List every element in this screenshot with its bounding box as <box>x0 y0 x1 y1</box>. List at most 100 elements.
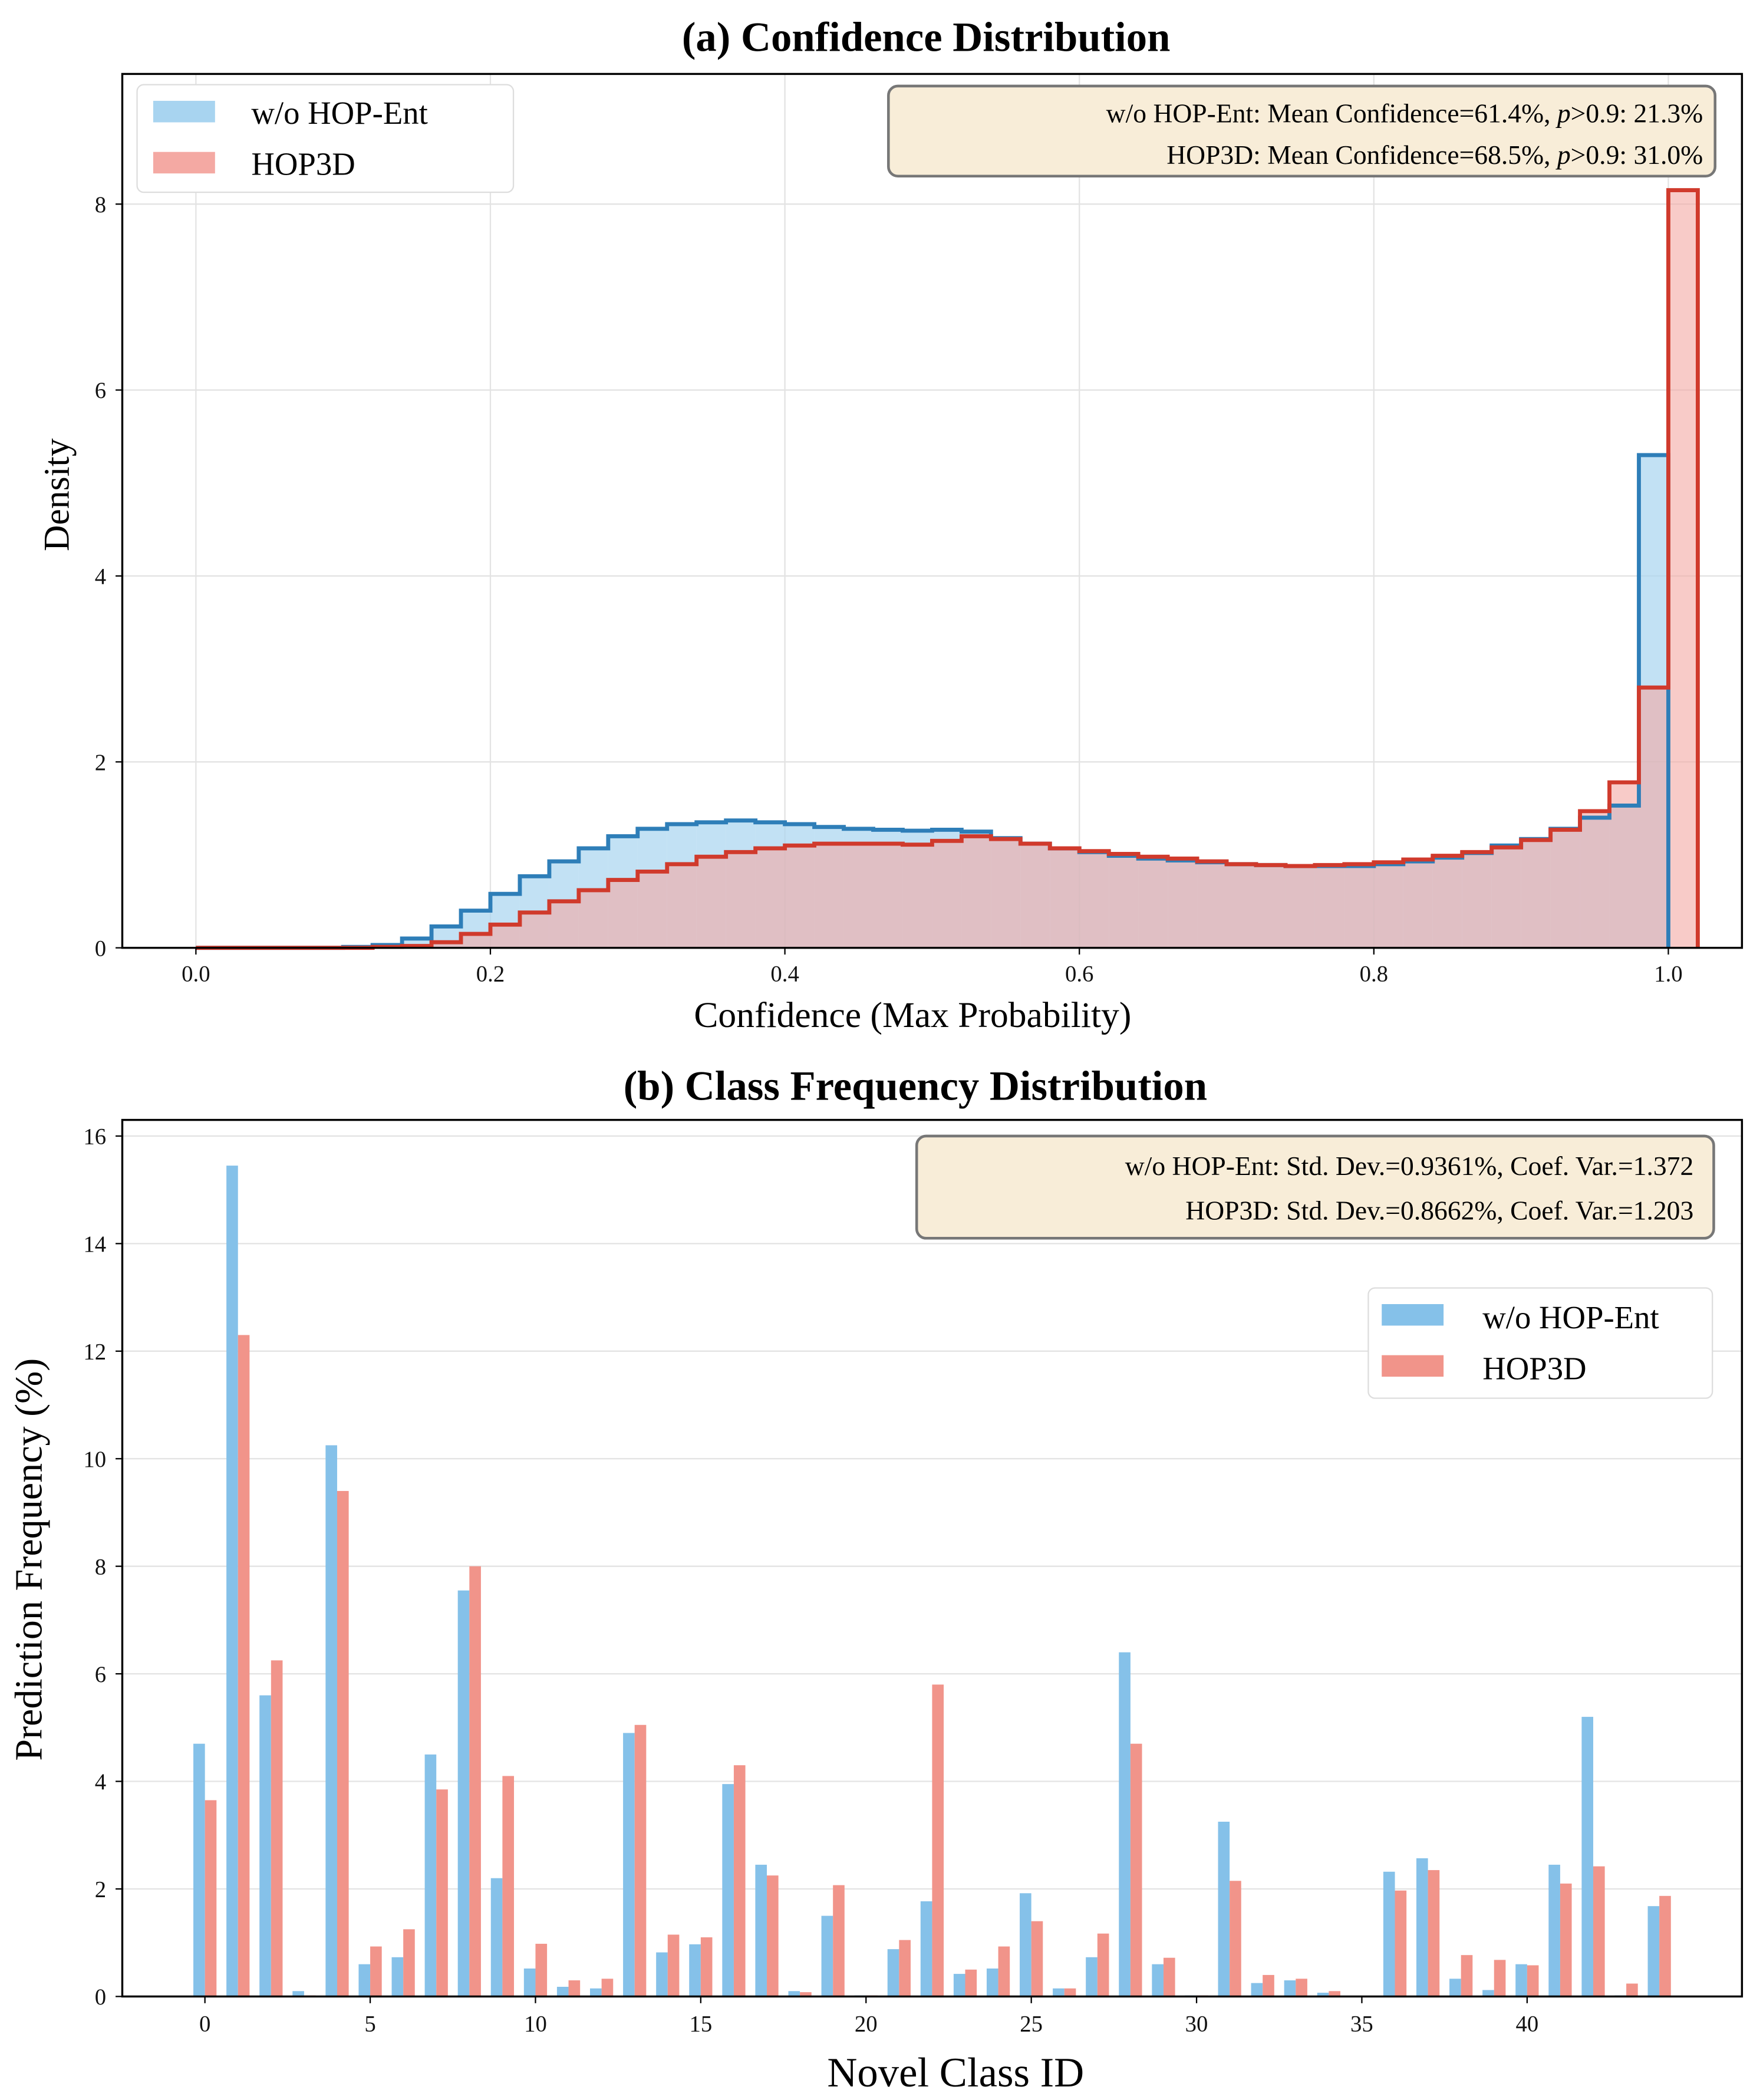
chart-a-title: (a) Confidence Distribution <box>682 15 1171 61</box>
hist-bin-red <box>1109 854 1139 948</box>
legend-label-blue: w/o HOP-Ent <box>1482 1299 1659 1335</box>
bar-red-class-24 <box>998 1946 1010 1997</box>
annotation-b-line1: w/o HOP-Ent: Std. Dev.=0.9361%, Coef. Va… <box>1125 1151 1694 1181</box>
bar-red-class-41 <box>1560 1883 1572 1997</box>
y-tick-label: 2 <box>95 750 106 775</box>
bar-red-class-38 <box>1461 1955 1473 1997</box>
hist-outline-red <box>196 188 1700 950</box>
annotation-a-line1: w/o HOP-Ent: Mean Confidence=61.4%, p>0.… <box>1106 98 1703 129</box>
bar-blue-class-4 <box>325 1445 337 1997</box>
bar-red-class-19 <box>833 1885 845 1997</box>
bar-red-class-5 <box>370 1946 382 1997</box>
hist-bin-red <box>1050 848 1080 948</box>
annotation-b-line2: HOP3D: Std. Dev.=0.8662%, Coef. Var.=1.2… <box>1185 1195 1693 1225</box>
hist-bin-red <box>1432 855 1462 948</box>
bar-red-class-43 <box>1626 1983 1638 1997</box>
y-tick-label: 0 <box>95 1984 106 2010</box>
hist-bin-red <box>1373 862 1403 948</box>
x-tick-label: 0.8 <box>1360 962 1388 987</box>
x-tick-label: 15 <box>689 2012 712 2037</box>
hist-bin-red <box>902 844 932 948</box>
hist-bin-red <box>1462 852 1492 948</box>
bar-red-class-1 <box>238 1335 250 1997</box>
hist-bin-red <box>1639 687 1669 948</box>
bar-blue-class-39 <box>1482 1990 1494 1997</box>
panel-b: (b) Class Frequency Distribution 0 2 4 6 8 10… <box>8 1063 1744 2096</box>
bar-blue-class-23 <box>953 1974 965 1997</box>
bar-red-class-7 <box>436 1789 448 1997</box>
bar-red-class-2 <box>271 1660 283 1997</box>
hist-bin-red <box>578 890 608 948</box>
y-tick-label: 4 <box>95 1769 106 1795</box>
bar-blue-class-29 <box>1152 1964 1164 1997</box>
x-tick-label: 0.2 <box>476 962 505 987</box>
hist-bin-red <box>1079 851 1109 948</box>
bar-blue-class-32 <box>1251 1983 1263 1997</box>
bar-red-class-12 <box>601 1979 614 1997</box>
bar-blue-class-27 <box>1086 1957 1098 1997</box>
legend-label-blue: w/o HOP-Ent <box>251 95 427 131</box>
annotation-a-line2: HOP3D: Mean Confidence=68.5%, p>0.9: 31.… <box>1166 140 1703 170</box>
x-tick-label: 10 <box>524 2012 547 2037</box>
y-tick-label: 8 <box>95 1554 106 1579</box>
legend-swatch-red <box>153 152 215 174</box>
legend-label-red: HOP3D <box>1482 1351 1586 1387</box>
hist-bin-red <box>755 848 785 948</box>
bar-blue-class-1 <box>226 1166 238 1997</box>
bar-blue-class-21 <box>887 1949 899 1997</box>
hist-bin-red <box>1403 859 1433 948</box>
bar-blue-class-34 <box>1317 1993 1329 1997</box>
x-tick-label: 0 <box>199 2012 210 2037</box>
bar-red-class-9 <box>502 1776 515 1997</box>
hist-bin-red <box>961 836 991 948</box>
bar-red-class-17 <box>767 1875 779 1997</box>
bar-red-class-4 <box>337 1490 349 1997</box>
bar-blue-class-18 <box>788 1991 800 1997</box>
hist-bin-red <box>785 845 815 948</box>
chart-b-ylabel: Prediction Frequency (%) <box>8 1358 51 1761</box>
legend-swatch-blue <box>153 101 215 123</box>
bar-blue-class-7 <box>424 1754 437 1997</box>
bar-red-class-10 <box>535 1944 548 1997</box>
y-tick-label: 6 <box>95 1662 106 1687</box>
bar-red-class-26 <box>1064 1988 1076 1997</box>
hist-bin-red <box>1285 865 1315 948</box>
hist-bin-red <box>431 942 462 948</box>
bar-red-class-11 <box>568 1980 581 1997</box>
bar-blue-class-14 <box>656 1952 668 1997</box>
hist-bin-red <box>461 934 490 948</box>
chart-b-frame <box>121 1118 1744 1998</box>
hist-bin-red <box>667 864 697 948</box>
hist-bin-red <box>549 901 579 948</box>
bar-red-class-25 <box>1031 1921 1043 1997</box>
hist-bin-red <box>1255 865 1286 948</box>
chart-b-title: (b) Class Frequency Distribution <box>624 1063 1207 1109</box>
y-tick-label: 2 <box>95 1877 106 1902</box>
hist-bin-red <box>1521 840 1551 948</box>
bar-blue-class-5 <box>358 1964 371 1997</box>
chart-a-frame <box>121 73 1744 949</box>
bar-blue-class-38 <box>1449 1979 1461 1997</box>
y-tick-label: 12 <box>83 1339 106 1364</box>
x-tick-label: 1.0 <box>1654 962 1682 987</box>
bar-red-class-29 <box>1163 1957 1175 1997</box>
hist-bin-red <box>1609 782 1639 948</box>
hist-bin-red <box>519 912 549 948</box>
x-tick-label: 0.6 <box>1065 962 1093 987</box>
hist-bin-red <box>490 924 520 948</box>
y-tick-label: 14 <box>83 1232 106 1257</box>
hist-bin-red <box>932 841 962 948</box>
x-tick-label: 0.4 <box>770 962 799 987</box>
bar-blue-class-6 <box>391 1957 404 1997</box>
bar-blue-class-19 <box>821 1915 833 1997</box>
bar-blue-class-40 <box>1515 1964 1527 1997</box>
bar-red-class-16 <box>733 1765 746 1997</box>
bar-red-class-37 <box>1428 1870 1440 1997</box>
bar-red-class-8 <box>469 1566 481 1997</box>
bar-red-class-33 <box>1296 1979 1307 1997</box>
bar-blue-class-13 <box>623 1733 635 1997</box>
bar-red-class-44 <box>1659 1895 1671 1997</box>
bar-blue-class-16 <box>722 1784 734 1997</box>
hist-bin-red <box>1344 864 1374 948</box>
x-tick-label: 25 <box>1020 2012 1043 2037</box>
